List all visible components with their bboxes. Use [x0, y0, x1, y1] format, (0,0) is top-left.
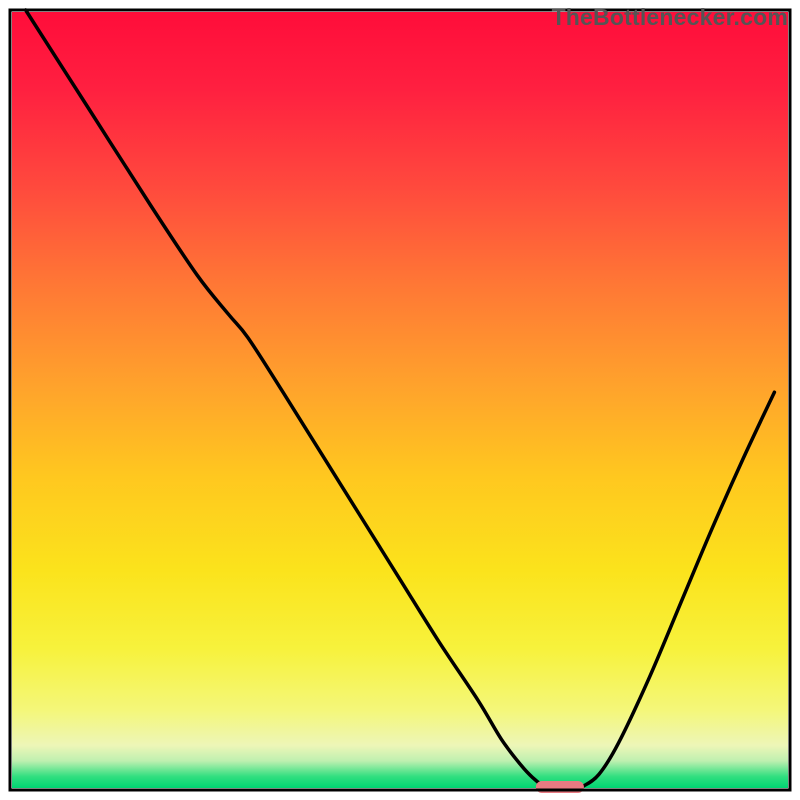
chart-gradient-background [12, 12, 788, 788]
watermark-label: TheBottlenecker.com [552, 4, 788, 31]
chart-container: TheBottlenecker.com [0, 0, 800, 800]
bottleneck-line-chart [0, 0, 800, 800]
